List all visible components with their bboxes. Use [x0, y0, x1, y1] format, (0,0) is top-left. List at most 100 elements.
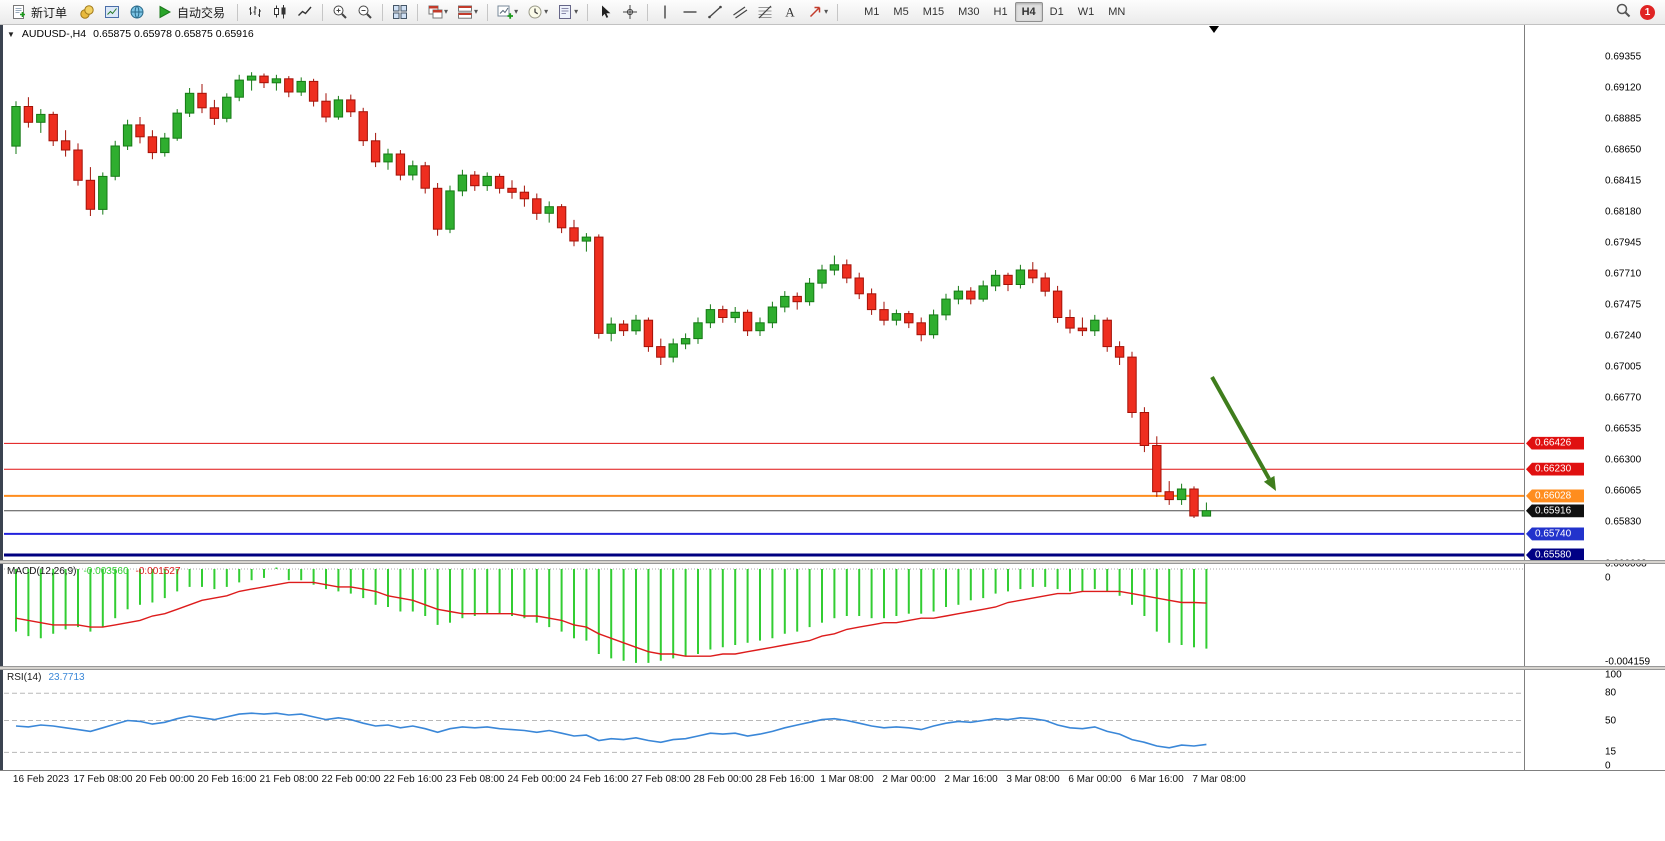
- cascade-windows-icon: [427, 4, 443, 20]
- chart-position-marker[interactable]: [1209, 26, 1219, 33]
- time-axis-label: 24 Feb 16:00: [569, 774, 629, 785]
- trendline-icon[interactable]: [703, 1, 727, 23]
- trend-arrow[interactable]: [1210, 376, 1276, 491]
- price-line-badge: 0.65740: [1526, 527, 1584, 541]
- zoom-in-icon[interactable]: [328, 1, 352, 23]
- navigator-icon[interactable]: [125, 1, 149, 23]
- chevron-down-icon: ▾: [824, 7, 829, 16]
- notification-badge[interactable]: 1: [1640, 4, 1655, 20]
- vertical-line-icon[interactable]: [653, 1, 677, 23]
- macd-axis-label: 0: [1605, 572, 1611, 584]
- timeframe-d1[interactable]: D1: [1049, 6, 1064, 18]
- window-edge: [0, 25, 3, 789]
- timeframe-w1[interactable]: W1: [1077, 6, 1095, 18]
- chevron-down-icon: ▾: [514, 7, 519, 16]
- price-axis-label: 0.67240: [1605, 330, 1642, 342]
- chevron-down-icon: ▾: [574, 7, 579, 16]
- periods-icon: [527, 4, 543, 20]
- autotrade-icon: [157, 4, 173, 20]
- cursor-icon[interactable]: [593, 1, 617, 23]
- macd-signal-value: -0.001527: [135, 566, 181, 577]
- autotrade-button-label: 自动交易: [177, 5, 226, 20]
- rsi-axis-label: 50: [1605, 715, 1617, 726]
- timeframe-mn[interactable]: MN: [1108, 6, 1126, 18]
- time-axis-label: 2 Mar 00:00: [882, 774, 936, 785]
- fibonacci-icon: [757, 4, 773, 20]
- bar-chart-icon[interactable]: [243, 1, 267, 23]
- timeframe-m5[interactable]: M5: [893, 6, 909, 18]
- time-axis-label: 27 Feb 08:00: [631, 774, 691, 785]
- timeframe-m30[interactable]: M30: [958, 6, 980, 18]
- navigator-icon: [129, 4, 145, 20]
- fibonacci-icon[interactable]: [753, 1, 777, 23]
- market-watch-icon: [79, 4, 95, 20]
- time-axis-label: 1 Mar 08:00: [820, 774, 874, 785]
- crosshair-icon[interactable]: [618, 1, 642, 23]
- rsi-value: 23.7713: [48, 672, 85, 683]
- zoom-in-icon: [332, 4, 348, 20]
- indicators-icon[interactable]: ▾: [493, 1, 522, 23]
- crosshair-icon: [622, 4, 638, 20]
- panel-splitter-macd[interactable]: [0, 560, 1665, 564]
- panel-splitter-rsi[interactable]: [0, 666, 1665, 670]
- tile-windows-icon[interactable]: [388, 1, 412, 23]
- cascade-windows-icon[interactable]: ▾: [423, 1, 452, 23]
- autotrade-button[interactable]: 自动交易: [150, 1, 232, 24]
- timeframe-h1[interactable]: H1: [993, 6, 1008, 18]
- market-watch-icon[interactable]: [75, 1, 99, 23]
- price-line-badge: 0.66426: [1526, 436, 1584, 450]
- search-icon[interactable]: [1615, 2, 1631, 23]
- timeframe-m15[interactable]: M15: [922, 6, 945, 18]
- horizontal-line-icon[interactable]: [678, 1, 702, 23]
- symbol-name: AUDUSD-,H4: [21, 28, 87, 40]
- price-axis-label: 0.66300: [1605, 454, 1642, 466]
- macd-histogram: [15, 567, 1208, 663]
- chart-window: ▼ AUDUSD-,H4 0.65875 0.65978 0.65875 0.6…: [0, 25, 1665, 790]
- text-label-icon[interactable]: A: [778, 1, 802, 23]
- timeframe-m1[interactable]: M1: [864, 6, 880, 18]
- horizontal-line-icon: [682, 4, 698, 20]
- time-axis[interactable]: 16 Feb 2023 17 Feb 08:00 20 Feb 00:00 20 Fe…: [0, 770, 1665, 790]
- equidistant-channel-icon: [732, 4, 748, 20]
- rsi-axis-label: 15: [1605, 746, 1617, 758]
- price-axis[interactable]: 0.69355 0.69120 0.68885 0.68650 0.68415 0.681…: [1524, 25, 1665, 772]
- rsi-axis-label: 100: [1605, 669, 1622, 681]
- cursor-icon: [597, 4, 613, 20]
- time-axis-label: 3 Mar 08:00: [1006, 774, 1060, 785]
- chart-canvas[interactable]: [4, 25, 1524, 770]
- price-axis-label: 0.66065: [1605, 485, 1642, 497]
- rsi-axis-label: 0: [1605, 760, 1611, 772]
- periods-icon[interactable]: ▾: [523, 1, 552, 23]
- line-chart-icon: [297, 4, 313, 20]
- trendline-icon: [707, 4, 723, 20]
- rsi-name: RSI(14): [7, 672, 42, 683]
- zoom-out-icon[interactable]: [353, 1, 377, 23]
- candlestick-series: [11, 72, 1212, 518]
- equidistant-channel-icon[interactable]: [728, 1, 752, 23]
- collapse-indicator-icon[interactable]: ▼: [7, 29, 15, 39]
- price-axis-label: 0.67475: [1605, 299, 1642, 311]
- new-order-button[interactable]: 新订单: [4, 1, 74, 24]
- arrow-objects-icon[interactable]: ▾: [803, 1, 832, 23]
- text-label-icon: A: [782, 4, 798, 20]
- timeframe-h4[interactable]: H4: [1014, 2, 1043, 22]
- time-axis-label: 28 Feb 00:00: [693, 774, 753, 785]
- price-axis-label: 0.66535: [1605, 423, 1642, 435]
- rsi-axis-label: 80: [1605, 687, 1617, 699]
- chart-plot-area[interactable]: ▼ AUDUSD-,H4 0.65875 0.65978 0.65875 0.6…: [4, 25, 1524, 770]
- price-axis-label: 0.65830: [1605, 516, 1642, 528]
- line-chart-icon[interactable]: [293, 1, 317, 23]
- data-window-icon[interactable]: [100, 1, 124, 23]
- price-axis-label: 0.66770: [1605, 392, 1642, 404]
- time-axis-label: 21 Feb 08:00: [259, 774, 319, 785]
- profiles-icon[interactable]: ▾: [453, 1, 482, 23]
- rsi-indicator-label: RSI(14) 23.7713: [7, 672, 85, 683]
- time-axis-label: 24 Feb 00:00: [507, 774, 567, 785]
- chevron-down-icon: ▾: [544, 7, 549, 16]
- price-axis-label: 0.67710: [1605, 268, 1642, 280]
- new-order-button-label: 新订单: [31, 5, 68, 20]
- candlestick-chart-icon[interactable]: [268, 1, 292, 23]
- price-axis-label: 0.68650: [1605, 144, 1642, 156]
- templates-icon[interactable]: ▾: [553, 1, 582, 23]
- candlestick-chart-icon: [272, 4, 288, 20]
